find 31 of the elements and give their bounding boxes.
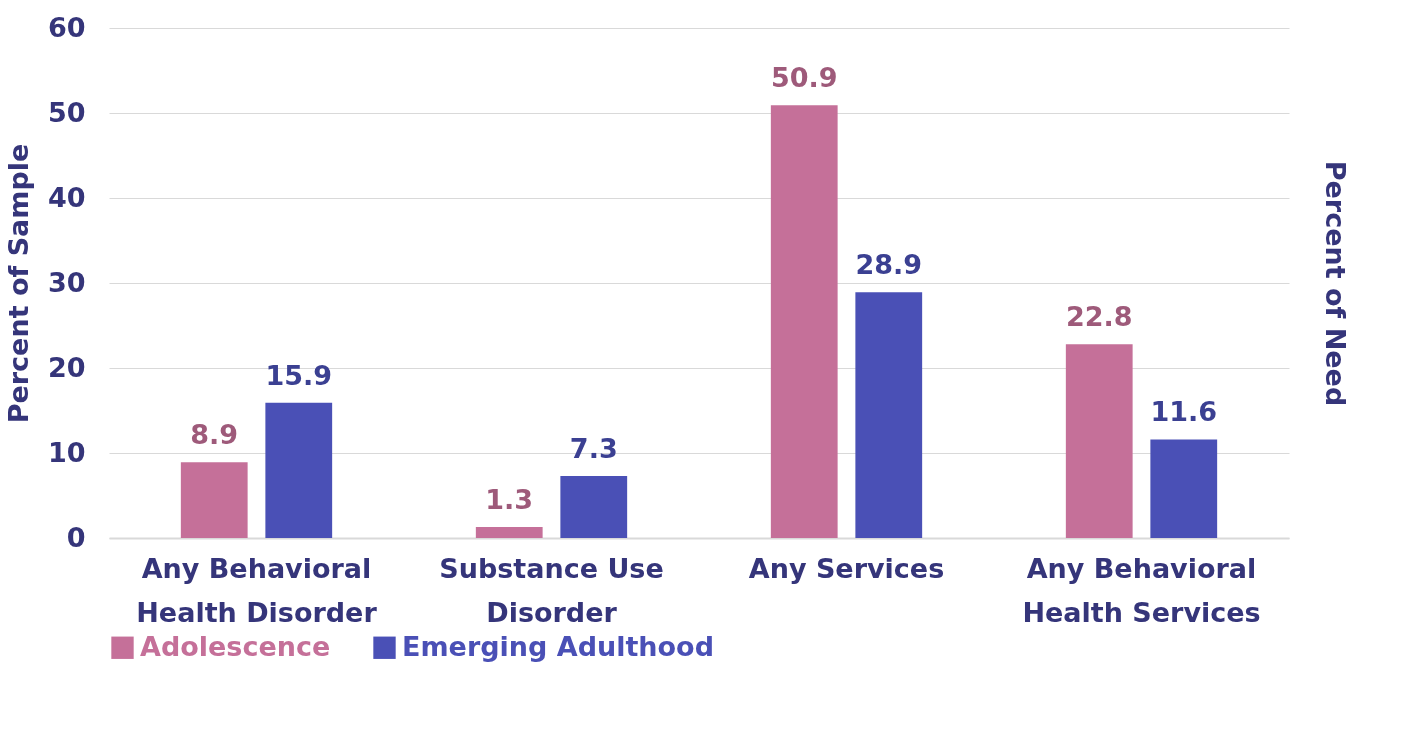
bar <box>180 462 248 538</box>
y-tick-label: 0 <box>66 521 86 553</box>
legend-label: Adolescence <box>140 630 331 662</box>
data-label: 11.6 <box>1150 396 1218 428</box>
y-tick-label: 20 <box>47 351 86 383</box>
x-tick-label: Any Behavioral Health Services <box>1022 552 1261 628</box>
bar <box>1065 344 1133 538</box>
y2-axis-title: Percent of Need <box>1319 160 1351 407</box>
bar <box>560 475 628 538</box>
bar <box>1150 439 1218 538</box>
x-tick-label: Any Services <box>748 552 945 584</box>
data-label: 22.8 <box>1065 301 1133 333</box>
legend-label: Emerging Adulthood <box>402 630 714 662</box>
data-label: 7.3 <box>569 432 618 464</box>
x-tick-label: Any Behavioral Health Disorder <box>136 552 378 628</box>
data-label: 50.9 <box>770 62 838 94</box>
data-label: 1.3 <box>485 483 534 515</box>
bar <box>475 526 543 538</box>
data-label: 8.9 <box>190 419 239 451</box>
bar <box>770 105 838 538</box>
y-tick-label: 30 <box>47 266 86 298</box>
data-label: 15.9 <box>265 359 333 391</box>
y-tick-label: 10 <box>47 436 86 468</box>
y-axis-title: Percent of Sample <box>2 143 34 424</box>
y-tick-label: 60 <box>47 11 86 43</box>
data-label: 28.9 <box>855 249 923 281</box>
y-tick-label: 50 <box>47 96 86 128</box>
x-tick-label: Substance Use Disorder <box>439 552 664 628</box>
bar <box>855 292 923 538</box>
bar <box>265 402 333 538</box>
y-tick-label: 40 <box>47 181 86 213</box>
